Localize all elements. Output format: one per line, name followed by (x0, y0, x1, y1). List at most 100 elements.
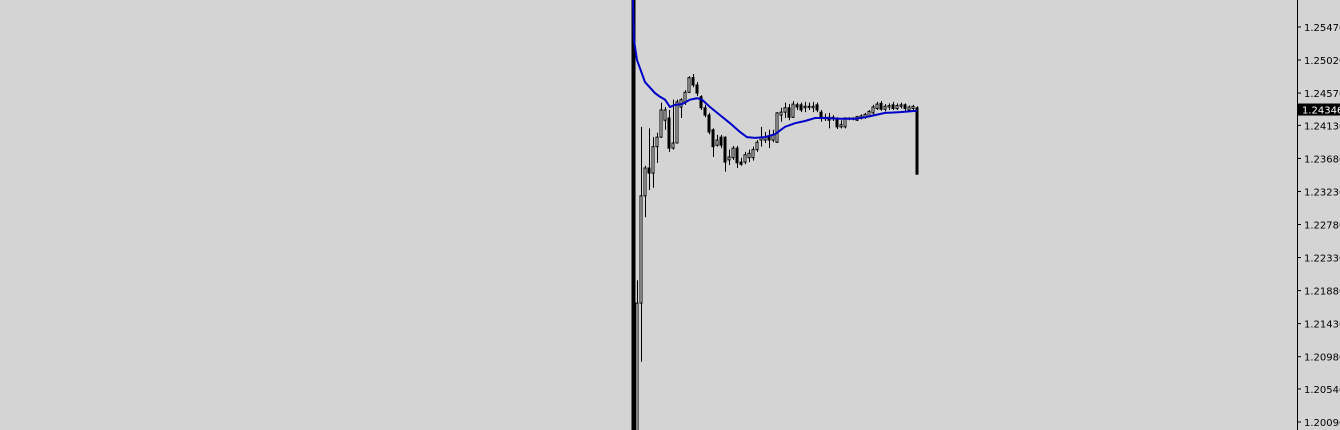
candle-body (795, 104, 799, 108)
candle-body (747, 152, 751, 159)
bull-candle (651, 137, 655, 188)
y-tick-label: 1.24130 (1304, 121, 1340, 132)
bear-candle (735, 145, 739, 168)
candle-body (667, 117, 671, 149)
candle-body (691, 77, 695, 86)
bull-candle (715, 134, 719, 147)
bear-candle (703, 104, 707, 118)
bull-candle (731, 145, 735, 160)
candle-body (835, 118, 839, 128)
candle-body (867, 110, 871, 117)
price-axis[interactable]: 1.25470 1.25020 1.24570 1.24130 1.23680 1.232… (1297, 23, 1340, 429)
candle-body (783, 107, 787, 113)
bull-candle (839, 120, 843, 129)
bull-candle (791, 101, 795, 119)
candle-body (755, 141, 759, 151)
bull-candle (663, 107, 667, 130)
bear-candle (903, 103, 907, 112)
bull-candle (727, 149, 731, 166)
candle-body (899, 104, 903, 107)
bull-candle (643, 165, 647, 218)
candle-body (731, 147, 735, 159)
candle-body (775, 112, 779, 143)
bear-candle (915, 106, 919, 175)
y-tick-label: 1.25470 (1304, 23, 1340, 34)
bull-candle (875, 101, 879, 110)
bear-candle (819, 109, 823, 122)
candle-body (803, 105, 807, 109)
bull-candle (811, 101, 815, 113)
candle-body (707, 114, 711, 133)
bear-candle (719, 134, 723, 149)
candle-body (787, 107, 791, 118)
candle-body (883, 105, 887, 110)
bear-candle (739, 157, 743, 166)
candle-body (779, 111, 783, 116)
bull-candle (671, 99, 675, 150)
candle-body (727, 156, 731, 161)
bear-candle (695, 82, 699, 97)
bull-candle (687, 76, 691, 94)
bear-candle (787, 104, 791, 121)
moving-average-line (632, 0, 918, 139)
candle-body (811, 105, 815, 109)
current-price-box (1298, 103, 1340, 116)
candle-body (719, 136, 723, 146)
candle-body (675, 101, 679, 144)
bear-candle (631, 0, 636, 430)
candle-body (891, 104, 895, 109)
bear-candle (879, 101, 883, 111)
candle-body (791, 103, 795, 118)
y-tick-label: 1.23680 (1304, 154, 1340, 165)
bear-candle (691, 73, 695, 88)
bull-candle (747, 149, 751, 163)
candle-body (799, 104, 803, 111)
y-tick-label: 1.21880 (1304, 287, 1340, 298)
y-tick-label: 1.22330 (1304, 254, 1340, 265)
bull-candle (675, 99, 679, 144)
y-tick-label: 1.25020 (1304, 56, 1340, 67)
candle-body (643, 167, 647, 197)
bull-candle (899, 102, 903, 109)
candle-body (743, 154, 747, 163)
bull-candle (659, 102, 663, 138)
bear-candle (827, 112, 831, 129)
candle-body (703, 107, 707, 116)
candle-body (887, 105, 891, 108)
bear-candle (711, 128, 715, 157)
bull-candle (679, 98, 683, 119)
bull-candle (635, 280, 639, 430)
candle-body (871, 106, 875, 114)
bear-candle (723, 136, 727, 172)
bull-candle (743, 151, 747, 165)
bull-candle (771, 129, 775, 143)
candle-body (647, 167, 651, 174)
bull-candle (775, 112, 779, 144)
candle-body (671, 142, 675, 149)
candle-body (815, 104, 819, 111)
bull-candle (655, 132, 659, 163)
candle-body (715, 139, 719, 146)
candle-body (767, 136, 771, 141)
y-tick-label: 1.22780 (1304, 220, 1340, 231)
bull-candle (755, 140, 759, 152)
bull-candle (639, 126, 643, 362)
candle-body (739, 161, 743, 165)
bear-candle (891, 101, 895, 110)
bull-candle (911, 104, 915, 110)
bull-candle (783, 102, 787, 119)
candle-body (651, 146, 655, 174)
candle-body (659, 109, 663, 138)
candle-body (903, 104, 907, 109)
current-price-tag: 1.24346 (1298, 103, 1340, 117)
candle-body (907, 106, 911, 111)
bull-candle (779, 107, 783, 122)
y-tick-label: 1.20540 (1304, 385, 1340, 396)
y-tick-label: 1.20980 (1304, 353, 1340, 364)
bear-candle (767, 129, 771, 149)
candle-body (807, 105, 811, 108)
candle-body (915, 107, 919, 175)
bull-candle (751, 146, 755, 161)
candle-body (839, 124, 843, 128)
y-tick-label: 1.21430 (1304, 320, 1340, 331)
